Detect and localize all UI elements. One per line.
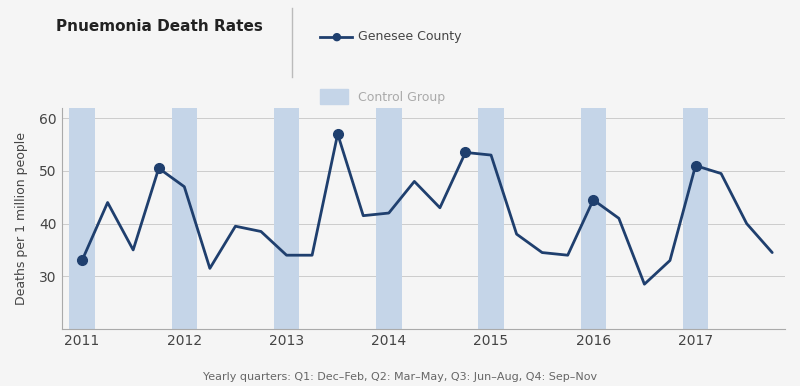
Point [331, 131, 344, 137]
Point [689, 163, 702, 169]
Y-axis label: Deaths per 1 million people: Deaths per 1 million people [15, 132, 28, 305]
Point [152, 165, 165, 171]
Point [76, 257, 89, 264]
Bar [70, 108, 95, 329]
Bar [274, 108, 299, 329]
Point [587, 197, 600, 203]
Bar [478, 108, 504, 329]
Text: Control Group: Control Group [358, 91, 446, 104]
Text: Genesee County: Genesee County [358, 30, 462, 43]
Bar [581, 108, 606, 329]
Text: Pnuemonia Death Rates: Pnuemonia Death Rates [56, 19, 263, 34]
Bar [171, 108, 197, 329]
Bar [376, 108, 402, 329]
Point [459, 149, 472, 156]
Text: Yearly quarters: Q1: Dec–Feb, Q2: Mar–May, Q3: Jun–Aug, Q4: Sep–Nov: Yearly quarters: Q1: Dec–Feb, Q2: Mar–Ma… [203, 372, 597, 382]
Text: ●: ● [331, 32, 341, 42]
Bar [682, 108, 708, 329]
